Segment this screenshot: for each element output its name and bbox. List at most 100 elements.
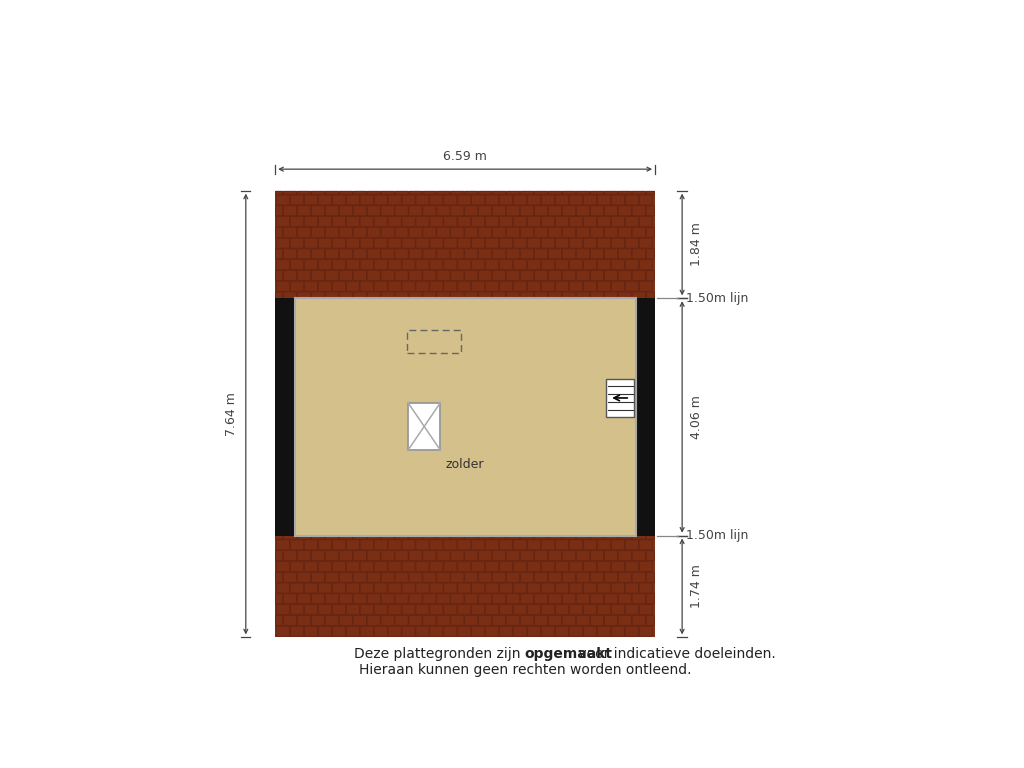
FancyBboxPatch shape <box>604 508 617 518</box>
FancyBboxPatch shape <box>430 281 443 291</box>
FancyBboxPatch shape <box>388 346 401 356</box>
FancyBboxPatch shape <box>604 572 617 582</box>
FancyBboxPatch shape <box>590 206 603 216</box>
FancyBboxPatch shape <box>590 335 603 345</box>
FancyBboxPatch shape <box>542 411 555 421</box>
FancyBboxPatch shape <box>590 594 603 604</box>
FancyBboxPatch shape <box>493 486 506 496</box>
FancyBboxPatch shape <box>437 356 450 366</box>
FancyBboxPatch shape <box>381 191 394 194</box>
FancyBboxPatch shape <box>374 475 387 485</box>
FancyBboxPatch shape <box>367 594 380 604</box>
FancyBboxPatch shape <box>458 346 471 356</box>
FancyBboxPatch shape <box>527 411 541 421</box>
FancyBboxPatch shape <box>458 475 471 485</box>
FancyBboxPatch shape <box>346 281 359 291</box>
FancyBboxPatch shape <box>584 561 597 571</box>
FancyBboxPatch shape <box>577 529 590 539</box>
FancyBboxPatch shape <box>416 497 429 507</box>
FancyBboxPatch shape <box>353 422 367 432</box>
FancyBboxPatch shape <box>493 422 506 432</box>
FancyBboxPatch shape <box>493 508 506 518</box>
FancyBboxPatch shape <box>562 191 575 194</box>
FancyBboxPatch shape <box>423 335 436 345</box>
FancyBboxPatch shape <box>395 400 409 410</box>
FancyBboxPatch shape <box>284 292 297 302</box>
FancyBboxPatch shape <box>527 432 541 442</box>
FancyBboxPatch shape <box>520 443 534 453</box>
FancyBboxPatch shape <box>500 540 513 550</box>
FancyBboxPatch shape <box>423 615 436 625</box>
FancyBboxPatch shape <box>458 626 471 636</box>
FancyBboxPatch shape <box>493 594 506 604</box>
FancyBboxPatch shape <box>604 249 617 259</box>
FancyBboxPatch shape <box>332 281 345 291</box>
FancyBboxPatch shape <box>374 626 387 636</box>
FancyBboxPatch shape <box>500 432 513 442</box>
FancyBboxPatch shape <box>611 604 625 614</box>
FancyBboxPatch shape <box>639 626 652 636</box>
FancyBboxPatch shape <box>555 454 568 464</box>
FancyBboxPatch shape <box>346 195 359 205</box>
FancyBboxPatch shape <box>374 281 387 291</box>
FancyBboxPatch shape <box>527 217 541 227</box>
FancyBboxPatch shape <box>346 432 359 442</box>
FancyBboxPatch shape <box>500 260 513 270</box>
FancyBboxPatch shape <box>381 465 394 475</box>
FancyBboxPatch shape <box>646 400 654 410</box>
FancyBboxPatch shape <box>555 195 568 205</box>
FancyBboxPatch shape <box>318 411 332 421</box>
FancyBboxPatch shape <box>409 615 422 625</box>
FancyBboxPatch shape <box>500 604 513 614</box>
FancyBboxPatch shape <box>402 454 415 464</box>
FancyBboxPatch shape <box>318 475 332 485</box>
FancyBboxPatch shape <box>423 378 436 389</box>
FancyBboxPatch shape <box>388 260 401 270</box>
FancyBboxPatch shape <box>626 540 638 550</box>
FancyBboxPatch shape <box>402 346 415 356</box>
FancyBboxPatch shape <box>472 389 485 399</box>
FancyBboxPatch shape <box>332 454 345 464</box>
FancyBboxPatch shape <box>416 217 429 227</box>
FancyBboxPatch shape <box>626 583 638 593</box>
FancyBboxPatch shape <box>626 346 638 356</box>
FancyBboxPatch shape <box>423 443 436 453</box>
FancyBboxPatch shape <box>500 303 513 313</box>
FancyBboxPatch shape <box>395 249 409 259</box>
FancyBboxPatch shape <box>430 518 443 528</box>
FancyBboxPatch shape <box>275 594 283 604</box>
FancyBboxPatch shape <box>611 540 625 550</box>
FancyBboxPatch shape <box>332 260 345 270</box>
FancyBboxPatch shape <box>604 529 617 539</box>
FancyBboxPatch shape <box>646 529 654 539</box>
FancyBboxPatch shape <box>549 313 561 323</box>
FancyBboxPatch shape <box>346 217 359 227</box>
FancyBboxPatch shape <box>562 615 575 625</box>
FancyBboxPatch shape <box>284 270 297 280</box>
FancyBboxPatch shape <box>416 454 429 464</box>
FancyBboxPatch shape <box>632 508 645 518</box>
FancyBboxPatch shape <box>562 400 575 410</box>
FancyBboxPatch shape <box>507 313 520 323</box>
FancyBboxPatch shape <box>374 303 387 313</box>
FancyBboxPatch shape <box>402 561 415 571</box>
FancyBboxPatch shape <box>423 486 436 496</box>
FancyBboxPatch shape <box>478 486 492 496</box>
FancyBboxPatch shape <box>626 475 638 485</box>
FancyBboxPatch shape <box>332 238 345 248</box>
FancyBboxPatch shape <box>493 270 506 280</box>
FancyBboxPatch shape <box>485 561 499 571</box>
FancyBboxPatch shape <box>514 260 526 270</box>
FancyBboxPatch shape <box>542 389 555 399</box>
FancyBboxPatch shape <box>626 454 638 464</box>
FancyBboxPatch shape <box>535 227 548 237</box>
FancyBboxPatch shape <box>542 583 555 593</box>
FancyBboxPatch shape <box>423 508 436 518</box>
FancyBboxPatch shape <box>478 378 492 389</box>
FancyBboxPatch shape <box>381 422 394 432</box>
FancyBboxPatch shape <box>443 303 457 313</box>
FancyBboxPatch shape <box>451 443 464 453</box>
FancyBboxPatch shape <box>626 497 638 507</box>
FancyBboxPatch shape <box>276 583 290 593</box>
FancyBboxPatch shape <box>520 551 534 561</box>
